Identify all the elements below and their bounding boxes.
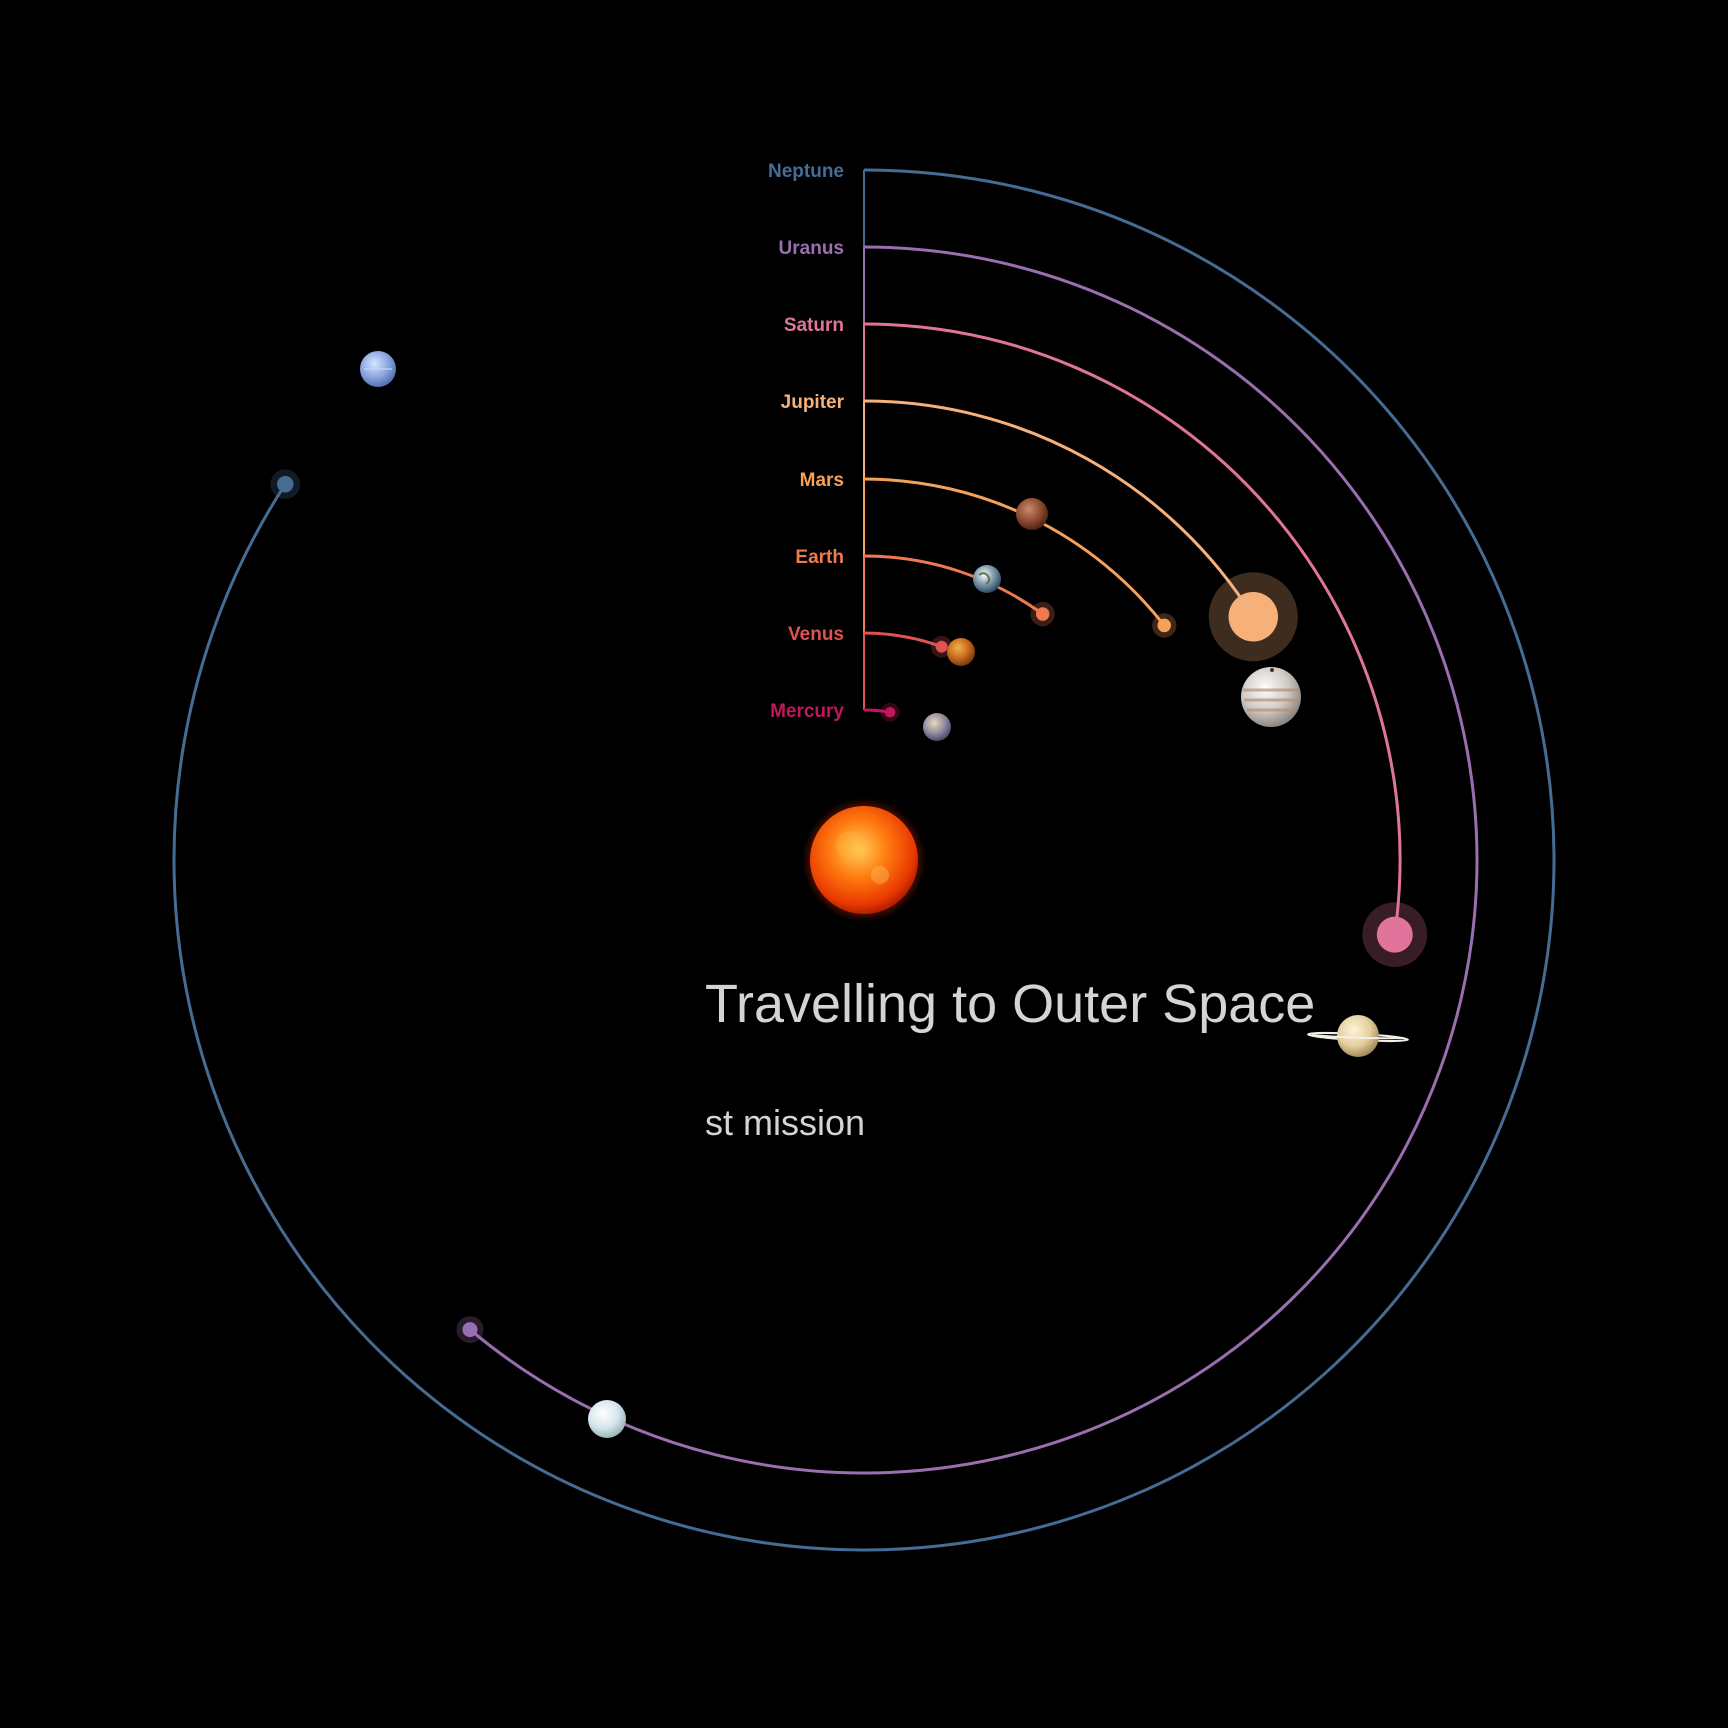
orbit-marker-earth — [1035, 607, 1050, 621]
orbit-arc-venus — [863, 631, 943, 649]
planet-label-mars: Mars — [800, 470, 844, 491]
orbit-marker-mars — [1157, 618, 1171, 633]
page-subtitle: st mission — [705, 1102, 865, 1143]
uranus-icon — [588, 1400, 626, 1438]
sun-icon — [802, 798, 926, 922]
saturn-icon — [1307, 1015, 1409, 1057]
planet-label-earth: Earth — [795, 547, 844, 568]
planet-label-uranus: Uranus — [779, 238, 844, 259]
orbit-marker-mercury — [884, 707, 896, 718]
orbit-arc-earth — [863, 554, 1044, 616]
orbit-arc-jupiter — [863, 399, 1255, 618]
mars-icon — [1016, 498, 1048, 530]
orbit-marker-neptune — [277, 475, 294, 493]
orbit-marker-venus — [935, 640, 948, 653]
orbit-arc-uranus — [469, 245, 1479, 1475]
orbit-marker-jupiter — [1228, 592, 1279, 642]
neptune-icon — [360, 351, 396, 387]
planet-label-neptune: Neptune — [768, 161, 844, 182]
orbit-arc-saturn — [863, 322, 1402, 935]
orbit-arc-mars — [863, 477, 1166, 627]
orbit-marker-uranus — [462, 1322, 478, 1338]
planet-label-jupiter: Jupiter — [781, 392, 845, 413]
orbit-marker-saturn — [1376, 916, 1413, 953]
orbit-arc-neptune — [172, 168, 1556, 1552]
venus-icon — [947, 638, 975, 666]
earth-icon — [973, 565, 1001, 593]
planet-label-mercury: Mercury — [770, 701, 844, 722]
page-title: Travelling to Outer Space — [705, 974, 1315, 1034]
mercury-icon — [923, 713, 951, 741]
jupiter-icon — [1241, 667, 1301, 727]
planet-label-venus: Venus — [788, 624, 844, 645]
planet-label-saturn: Saturn — [784, 315, 844, 336]
